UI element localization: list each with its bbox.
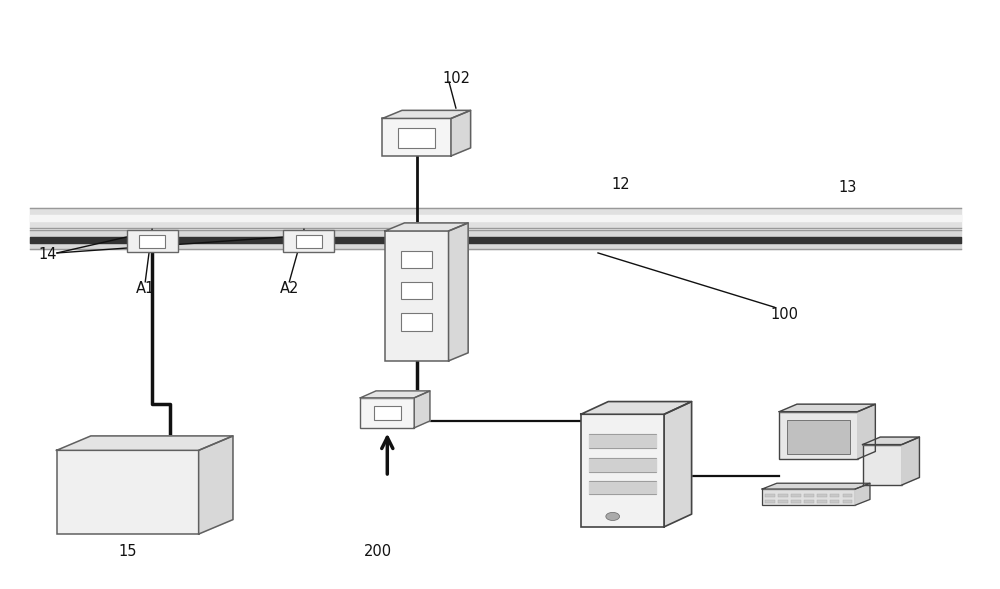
Bar — [762, 489, 855, 505]
Polygon shape — [449, 223, 468, 361]
Bar — [283, 230, 334, 252]
Polygon shape — [581, 402, 692, 414]
Polygon shape — [382, 110, 471, 118]
Bar — [382, 118, 451, 156]
Polygon shape — [863, 437, 919, 445]
Bar — [765, 494, 775, 497]
Text: 13: 13 — [839, 180, 857, 195]
Polygon shape — [779, 404, 875, 412]
Polygon shape — [414, 391, 430, 428]
Bar — [817, 494, 827, 497]
Polygon shape — [855, 483, 870, 505]
Polygon shape — [664, 402, 692, 527]
Polygon shape — [451, 110, 471, 156]
Text: A1: A1 — [136, 281, 155, 296]
Polygon shape — [385, 223, 468, 231]
Bar — [779, 412, 858, 459]
Bar — [57, 451, 199, 534]
Bar — [139, 235, 165, 248]
Text: 200: 200 — [363, 544, 392, 559]
Text: 101: 101 — [439, 299, 467, 313]
Bar — [296, 235, 322, 248]
Bar — [830, 500, 839, 503]
Polygon shape — [858, 404, 875, 459]
Bar — [830, 494, 839, 497]
Bar — [401, 251, 432, 268]
Bar — [804, 494, 814, 497]
Text: 15: 15 — [118, 544, 137, 559]
Circle shape — [606, 512, 620, 521]
Bar — [843, 500, 852, 503]
Bar — [127, 230, 178, 252]
Polygon shape — [57, 436, 233, 451]
Bar — [765, 500, 775, 503]
Bar — [374, 406, 401, 420]
Bar — [804, 500, 814, 503]
Bar — [581, 414, 664, 527]
Text: 103: 103 — [398, 396, 426, 412]
Bar — [778, 494, 788, 497]
Bar — [401, 282, 432, 299]
Bar — [360, 398, 414, 428]
Polygon shape — [902, 437, 919, 485]
Bar — [787, 420, 850, 454]
Bar — [817, 500, 827, 503]
Text: 12: 12 — [611, 177, 630, 193]
Bar — [863, 445, 902, 485]
Polygon shape — [360, 391, 430, 398]
Bar — [843, 494, 852, 497]
Polygon shape — [199, 436, 233, 534]
Text: 100: 100 — [770, 307, 798, 322]
Text: 102: 102 — [443, 71, 471, 85]
Polygon shape — [762, 483, 870, 489]
Bar — [398, 128, 435, 148]
Bar — [791, 500, 801, 503]
Text: A2: A2 — [280, 281, 299, 296]
Text: 14: 14 — [38, 247, 56, 262]
Bar — [401, 313, 432, 330]
Bar — [791, 494, 801, 497]
Bar — [385, 231, 449, 361]
Bar — [778, 500, 788, 503]
